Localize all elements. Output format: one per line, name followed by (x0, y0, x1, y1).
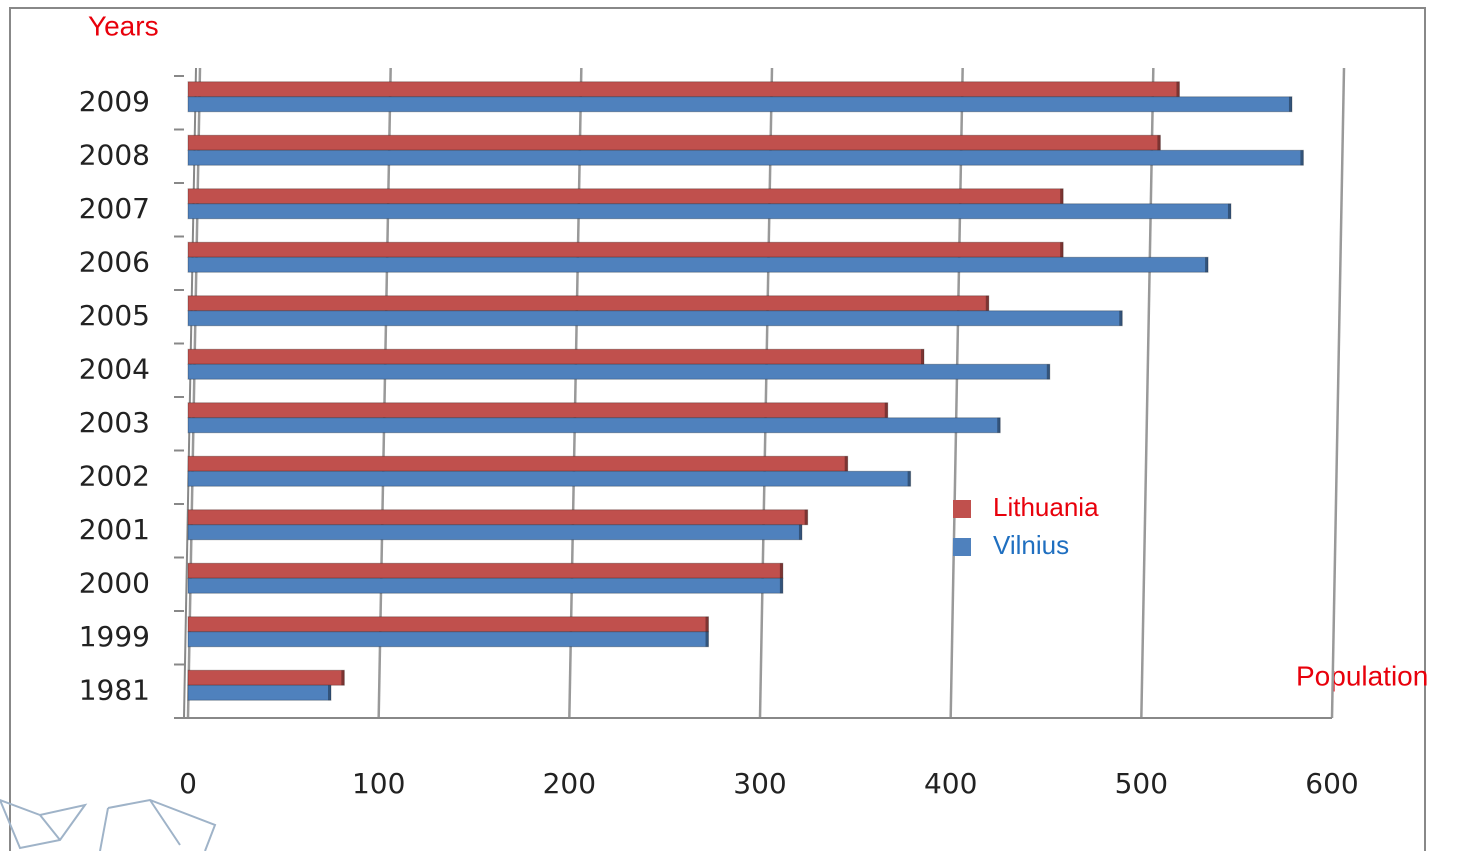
bar (187, 524, 803, 541)
bar (187, 669, 345, 686)
grid-line (377, 67, 392, 719)
grid-line (1140, 67, 1155, 719)
bar (187, 149, 1304, 166)
y-tick-label: 2004 (79, 352, 150, 385)
bar-edge (1176, 81, 1180, 97)
bar-edge (341, 670, 345, 686)
y-tick-label: 2005 (79, 299, 150, 332)
bar-edge (844, 456, 848, 472)
x-tick-label: 200 (543, 767, 596, 800)
bar-edge (705, 631, 709, 647)
legend-swatch (953, 500, 971, 518)
y-axis (183, 67, 197, 719)
bar-edge (920, 349, 924, 365)
bar (187, 188, 1064, 205)
grid-line (758, 67, 774, 719)
x-tick-label: 500 (1115, 767, 1168, 800)
bar-edge (1060, 188, 1064, 204)
legend-label: Lithuania (993, 492, 1099, 522)
bar (187, 295, 990, 312)
y-tick-label: 2006 (79, 245, 150, 278)
bar (187, 96, 1293, 113)
y-tick-label: 1981 (79, 673, 150, 706)
bar-edge (1119, 310, 1123, 326)
legend-swatch (953, 538, 971, 556)
bar (187, 348, 925, 365)
bar-edge (1060, 242, 1064, 258)
bar (187, 577, 784, 594)
frame (9, 7, 1426, 851)
bar-edge (779, 563, 783, 579)
bar-edge (328, 685, 331, 701)
legend-label: Vilnius (993, 530, 1069, 560)
grid-line (949, 67, 964, 719)
y-tick-label: 2007 (79, 192, 150, 225)
bar (187, 455, 849, 472)
y-tick-label: 1999 (79, 620, 150, 653)
bar-edge (1288, 96, 1292, 112)
bar-edge (1046, 364, 1050, 380)
bar (187, 134, 1161, 151)
bar (187, 81, 1180, 98)
x-tick-label: 400 (924, 767, 977, 800)
x-tick-label: 300 (733, 767, 786, 800)
bar-edge (907, 471, 911, 487)
bar (187, 417, 1001, 434)
bar (187, 241, 1064, 258)
bar-edge (985, 295, 989, 311)
bar (187, 631, 710, 648)
y-tick-label: 2009 (79, 85, 150, 118)
bar-edge (1157, 135, 1161, 151)
y-tick-label: 2002 (79, 459, 150, 492)
grid-line (568, 67, 583, 719)
y-axis-label: Years (88, 10, 159, 41)
bar-edge (884, 402, 888, 418)
bar (187, 363, 1051, 380)
bar-edge (1227, 203, 1231, 219)
bar-edge (779, 578, 783, 594)
logo (0, 798, 217, 851)
bar-edge (1300, 150, 1304, 166)
bar (187, 616, 710, 633)
bar-edge (798, 524, 802, 540)
y-tick-label: 2003 (79, 406, 150, 439)
y-tick-label: 2008 (79, 138, 150, 171)
bar-edge (804, 509, 808, 525)
grid-line (1330, 67, 1346, 719)
bar (187, 310, 1123, 327)
bar (187, 402, 889, 419)
x-axis-label: Population (1296, 660, 1428, 691)
bar (187, 684, 332, 701)
bar (187, 509, 809, 526)
bar (187, 562, 784, 579)
x-tick-label: 600 (1305, 767, 1358, 800)
y-tick-label: 2001 (79, 513, 150, 546)
bar-edge (705, 616, 709, 632)
x-tick-label: 0 (179, 767, 197, 800)
bar (187, 203, 1232, 220)
bar (187, 470, 912, 487)
bar-edge (997, 417, 1001, 433)
grid-line (186, 67, 202, 719)
x-tick-label: 100 (352, 767, 405, 800)
bar (187, 256, 1209, 273)
y-tick-label: 2000 (79, 566, 150, 599)
bar-edge (1205, 257, 1209, 273)
